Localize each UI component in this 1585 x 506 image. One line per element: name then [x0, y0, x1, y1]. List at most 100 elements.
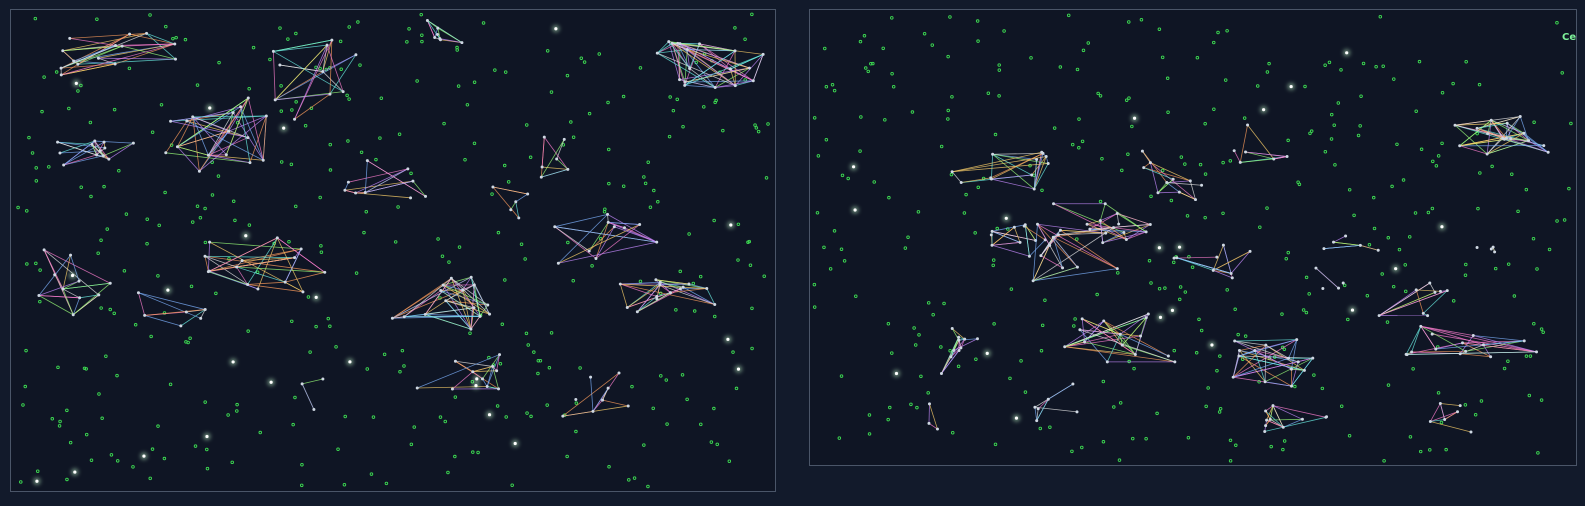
green-dot-icon[interactable]	[1228, 459, 1233, 463]
graph-node[interactable]	[450, 387, 454, 391]
green-dot-icon[interactable]	[397, 132, 402, 137]
green-dot-icon[interactable]	[949, 172, 954, 177]
node-cluster[interactable]	[561, 371, 630, 418]
green-dot-icon[interactable]	[79, 185, 83, 190]
green-dot-icon[interactable]	[40, 109, 44, 114]
green-dot-icon[interactable]	[1286, 138, 1290, 143]
green-dot-icon[interactable]	[525, 123, 529, 127]
green-dot-icon[interactable]	[453, 454, 457, 459]
green-dot-icon[interactable]	[97, 392, 101, 396]
graph-node[interactable]	[184, 310, 188, 314]
green-dot-icon[interactable]	[839, 374, 844, 378]
graph-node[interactable]	[1285, 155, 1289, 159]
graph-node[interactable]	[957, 338, 961, 342]
green-dot-icon[interactable]	[886, 321, 891, 326]
green-dot-icon[interactable]	[145, 217, 149, 221]
graph-node[interactable]	[312, 407, 316, 411]
graph-node[interactable]	[264, 114, 268, 118]
green-dot-icon[interactable]	[217, 60, 221, 65]
green-dot-icon[interactable]	[374, 157, 378, 162]
graph-node[interactable]	[670, 41, 674, 45]
graph-node[interactable]	[1272, 157, 1276, 161]
green-dot-icon[interactable]	[378, 136, 382, 140]
graph-node[interactable]	[683, 80, 687, 84]
graph-node[interactable]	[1012, 225, 1016, 229]
green-dot-icon[interactable]	[38, 299, 42, 304]
green-dot-icon[interactable]	[1390, 184, 1394, 189]
green-dot-icon[interactable]	[1475, 131, 1479, 136]
graph-node[interactable]	[561, 414, 565, 418]
glow-dot-icon[interactable]	[1440, 225, 1444, 229]
green-dot-icon[interactable]	[858, 39, 863, 44]
green-dot-icon[interactable]	[519, 242, 524, 246]
green-dot-icon[interactable]	[356, 20, 360, 24]
green-dot-icon[interactable]	[498, 361, 503, 366]
graph-node[interactable]	[498, 353, 502, 357]
graph-node[interactable]	[574, 397, 578, 401]
green-dot-icon[interactable]	[1339, 68, 1343, 72]
green-dot-icon[interactable]	[1436, 154, 1441, 158]
green-dot-icon[interactable]	[627, 478, 631, 482]
graph-node[interactable]	[76, 62, 80, 66]
graph-node[interactable]	[668, 291, 672, 295]
green-dot-icon[interactable]	[362, 230, 366, 235]
graph-node[interactable]	[1486, 132, 1490, 136]
graph-node[interactable]	[354, 53, 358, 57]
green-dot-icon[interactable]	[1127, 20, 1131, 24]
green-dot-icon[interactable]	[1203, 215, 1207, 220]
green-dot-icon[interactable]	[1118, 401, 1123, 405]
green-dot-icon[interactable]	[883, 118, 887, 122]
green-dot-icon[interactable]	[1555, 21, 1559, 25]
green-dot-icon[interactable]	[1367, 243, 1372, 247]
glow-dot-icon[interactable]	[985, 351, 989, 355]
graph-node[interactable]	[246, 282, 250, 286]
green-dot-icon[interactable]	[1401, 178, 1406, 182]
green-dot-icon[interactable]	[1080, 139, 1085, 144]
graph-node[interactable]	[1088, 227, 1092, 231]
graph-node[interactable]	[175, 145, 179, 149]
green-dot-icon[interactable]	[453, 395, 458, 399]
green-dot-icon[interactable]	[1002, 29, 1006, 33]
green-dot-icon[interactable]	[1562, 218, 1567, 222]
green-dot-icon[interactable]	[1428, 448, 1432, 452]
graph-node[interactable]	[1325, 415, 1329, 419]
node-cluster[interactable]	[1231, 338, 1315, 388]
green-dot-icon[interactable]	[328, 168, 333, 172]
green-dot-icon[interactable]	[1127, 96, 1131, 100]
green-dot-icon[interactable]	[975, 19, 980, 23]
graph-node[interactable]	[1430, 332, 1434, 336]
green-dot-icon[interactable]	[1165, 76, 1170, 81]
green-dot-icon[interactable]	[112, 311, 116, 316]
graph-node[interactable]	[472, 306, 476, 310]
green-dot-icon[interactable]	[993, 442, 998, 447]
green-dot-icon[interactable]	[503, 278, 507, 282]
graph-node[interactable]	[1377, 314, 1381, 318]
glow-dot-icon[interactable]	[1158, 315, 1163, 319]
green-dot-icon[interactable]	[328, 142, 333, 147]
green-dot-icon[interactable]	[471, 450, 475, 454]
green-dot-icon[interactable]	[1183, 162, 1187, 166]
green-dot-icon[interactable]	[27, 135, 31, 140]
graph-node[interactable]	[626, 404, 630, 408]
node-cluster[interactable]	[203, 236, 327, 294]
green-dot-icon[interactable]	[1361, 61, 1366, 66]
green-dot-icon[interactable]	[736, 222, 741, 227]
graph-node[interactable]	[449, 276, 453, 280]
graph-node[interactable]	[300, 382, 304, 386]
green-dot-icon[interactable]	[1243, 334, 1248, 338]
green-dot-icon[interactable]	[1372, 226, 1377, 231]
green-dot-icon[interactable]	[407, 27, 411, 31]
green-dot-icon[interactable]	[1347, 433, 1352, 438]
graph-node[interactable]	[480, 377, 484, 381]
green-dot-icon[interactable]	[1120, 168, 1124, 173]
node-cluster[interactable]	[491, 185, 530, 220]
graph-node[interactable]	[433, 35, 437, 39]
graph-node[interactable]	[959, 181, 963, 185]
graph-node[interactable]	[667, 40, 671, 44]
graph-node[interactable]	[1522, 131, 1526, 135]
green-dot-icon[interactable]	[193, 444, 198, 448]
green-dot-icon[interactable]	[82, 366, 87, 371]
green-dot-icon[interactable]	[84, 432, 89, 437]
green-dot-icon[interactable]	[632, 476, 637, 480]
glow-dot-icon[interactable]	[1170, 308, 1175, 312]
